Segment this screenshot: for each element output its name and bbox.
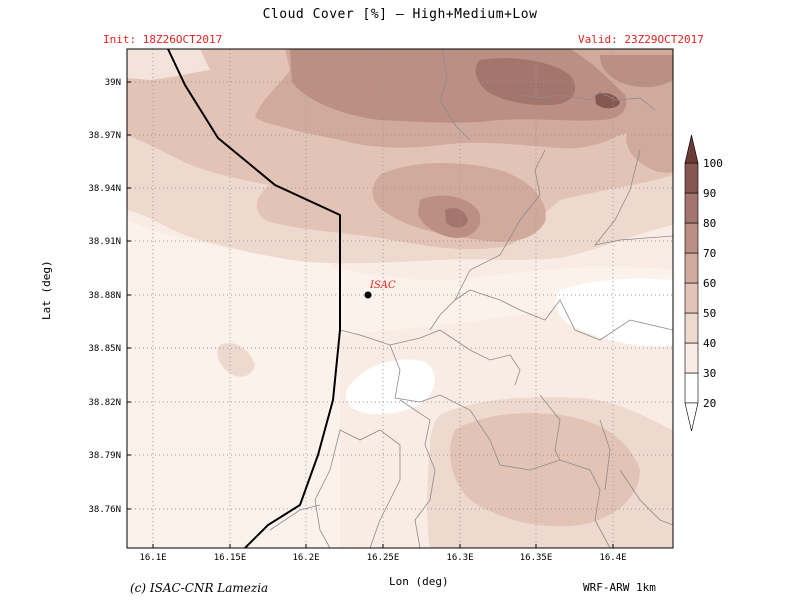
colorbar-label: 30 [703, 367, 716, 380]
colorbar-label: 60 [703, 277, 716, 290]
y-tick-label: 38.97N [88, 131, 121, 141]
y-tick-label: 38.88N [88, 291, 121, 301]
y-tick-label: 38.85N [88, 344, 121, 354]
y-tick-label: 38.94N [88, 184, 121, 194]
isac-location-marker [364, 291, 372, 299]
y-tick-label: 39N [105, 78, 121, 88]
colorbar-label: 70 [703, 247, 716, 260]
colorbar-swatch [684, 252, 699, 284]
model-text: WRF-ARW 1km [583, 581, 656, 594]
credit-text: (c) ISAC-CNR Lamezia [130, 581, 269, 595]
init-time: Init: 18Z26OCT2017 [103, 33, 223, 46]
y-axis-label: Lat (deg) [40, 260, 53, 320]
colorbar-swatch [684, 192, 699, 224]
colorbar-min-triangle [684, 402, 699, 432]
x-axis-label: Lon (deg) [389, 575, 449, 588]
y-tick-label: 38.91N [88, 237, 121, 247]
colorbar-label: 80 [703, 217, 716, 230]
colorbar-label: 90 [703, 187, 716, 200]
admin-boundaries [269, 49, 673, 548]
y-tick-label: 38.79N [88, 451, 121, 461]
colorbar-label: 40 [703, 337, 716, 350]
colorbar-max-triangle [684, 134, 699, 164]
coastline [167, 49, 341, 548]
colorbar-swatch [684, 372, 699, 404]
x-tick-label: 16.25E [367, 553, 400, 563]
x-tick-label: 16.15E [214, 553, 247, 563]
colorbar-swatch [684, 342, 699, 374]
colorbar-swatch [684, 162, 699, 194]
map-frame [126, 48, 674, 549]
valid-time: Valid: 23Z29OCT2017 [578, 33, 704, 46]
x-tick-label: 16.3E [446, 553, 473, 563]
x-tick-label: 16.35E [520, 553, 553, 563]
map-title: Cloud Cover [%] — High+Medium+Low [262, 7, 538, 22]
x-tick-label: 16.2E [292, 553, 319, 563]
colorbar-label: 50 [703, 307, 716, 320]
isac-label: ISAC [369, 280, 396, 291]
x-tick-label: 16.1E [139, 553, 166, 563]
colorbar: 20 30 40 50 60 70 80 90 100 [684, 134, 723, 432]
x-tick-label: 16.4E [599, 553, 626, 563]
colorbar-swatch [684, 282, 699, 314]
colorbar-label: 20 [703, 397, 716, 410]
colorbar-label: 100 [703, 157, 723, 170]
colorbar-swatch [684, 222, 699, 254]
y-tick-label: 38.76N [88, 505, 121, 515]
y-tick-label: 38.82N [88, 398, 121, 408]
colorbar-swatch [684, 312, 699, 344]
